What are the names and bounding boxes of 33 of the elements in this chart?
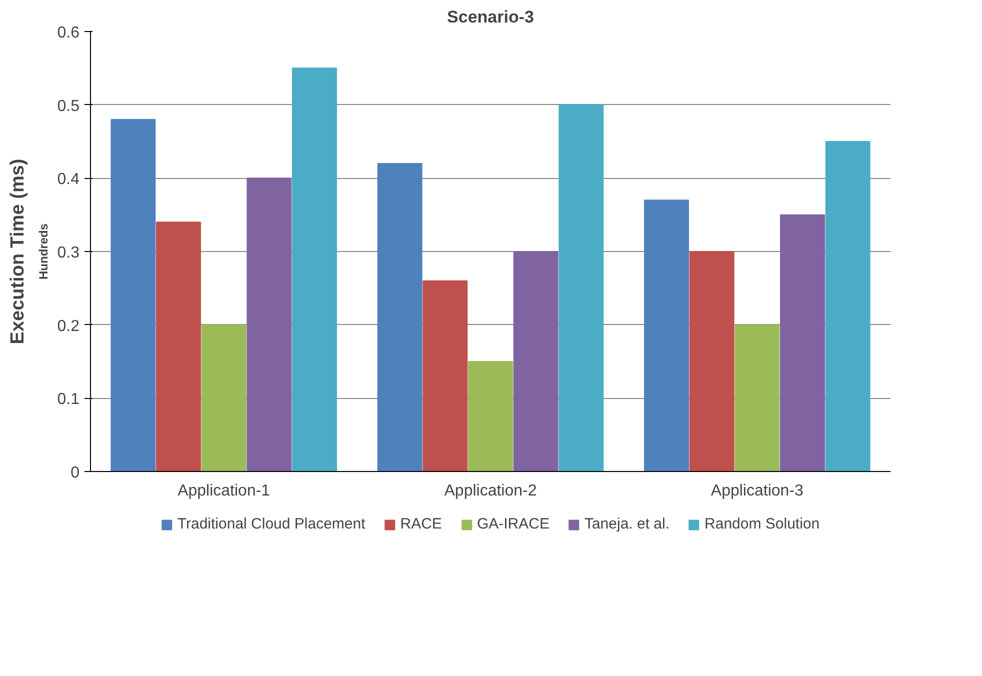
y-tick-label: 0.2 <box>57 318 80 335</box>
bar <box>558 104 604 472</box>
legend-label: Taneja. et al. <box>584 516 670 532</box>
bar <box>513 251 558 472</box>
y-axis-title: Execution Time (ms) <box>8 158 28 344</box>
legend-label: Random Solution <box>704 516 820 532</box>
y-tick-label: 0.4 <box>57 171 80 188</box>
y-tick-label: 0.1 <box>57 391 80 408</box>
bar <box>156 222 201 472</box>
bar <box>825 141 870 472</box>
bar <box>689 251 734 472</box>
y-tick-label: 0.3 <box>57 244 80 262</box>
bar <box>644 200 689 472</box>
bar <box>201 324 246 472</box>
bar <box>292 68 337 472</box>
bar <box>468 361 513 472</box>
chart-title: Scenario-3 <box>447 8 534 26</box>
legend-label: Traditional Cloud Placement <box>177 516 366 532</box>
y-tick-label: 0 <box>70 464 80 482</box>
legend-label: RACE <box>400 516 442 532</box>
bar <box>377 163 422 472</box>
x-tick-label: Application-3 <box>710 482 804 500</box>
bar <box>780 214 825 472</box>
x-tick-label: Application-1 <box>178 482 270 500</box>
bar <box>734 324 780 472</box>
y-tick-label: 0.5 <box>57 98 80 115</box>
bar <box>110 119 156 472</box>
legend-label: GA-IRACE <box>476 516 550 532</box>
bar <box>422 280 468 472</box>
text: Hundreds <box>36 223 50 280</box>
y-tick-label: 0.6 <box>57 24 80 42</box>
bar <box>246 178 292 472</box>
x-tick-label: Application-2 <box>444 482 537 500</box>
